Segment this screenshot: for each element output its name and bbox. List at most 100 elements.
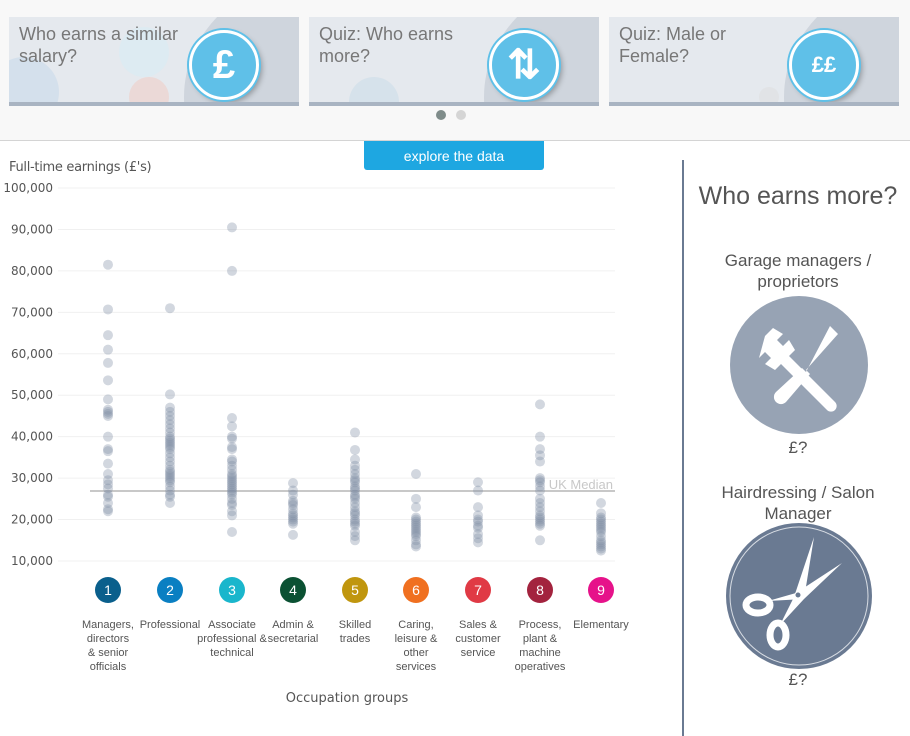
data-point (411, 522, 421, 533)
explore-data-button[interactable]: explore the data (364, 141, 544, 170)
data-point (227, 464, 237, 475)
carousel-card-2[interactable]: Quiz: Who earns more? ⇅ (309, 17, 599, 106)
data-point (596, 516, 606, 527)
data-point (165, 448, 175, 459)
y-axis-label: Full-time earnings (£'s) (9, 160, 152, 175)
two-pounds-coin-icon: ££ (789, 30, 859, 100)
data-point (103, 446, 113, 457)
decorative-bubble (349, 77, 399, 102)
carousel-dot-1[interactable] (436, 110, 446, 120)
data-point (103, 475, 113, 486)
data-point (227, 497, 237, 508)
data-point (473, 514, 483, 525)
data-point (535, 485, 545, 496)
data-point (411, 529, 421, 540)
data-point (227, 475, 237, 486)
carousel-pagination (436, 110, 466, 120)
data-point (165, 464, 175, 475)
data-point (288, 478, 298, 489)
quiz-title: Who earns more? (698, 182, 898, 210)
group-badge (95, 577, 121, 603)
data-point (227, 493, 237, 504)
carousel-card-3[interactable]: Quiz: Male or Female? ££ (609, 17, 899, 106)
data-point (288, 510, 298, 521)
wrench-screwdriver-icon[interactable] (730, 296, 868, 434)
data-point (350, 516, 360, 527)
data-point (411, 531, 421, 542)
data-point (165, 477, 175, 488)
data-point (535, 493, 545, 504)
scissors-icon[interactable] (726, 523, 872, 669)
data-point (535, 456, 545, 467)
data-point (350, 427, 360, 438)
data-point (288, 489, 298, 500)
data-point (165, 489, 175, 500)
y-tick-label: 20,000 (11, 513, 53, 527)
data-point (535, 473, 545, 484)
data-point (227, 510, 237, 521)
data-point (227, 456, 237, 467)
carousel-card-1[interactable]: Who earns a similar salary? £ (9, 17, 299, 106)
data-point (165, 468, 175, 479)
group-number: 7 (474, 582, 482, 598)
data-point (535, 399, 545, 410)
group-number: 2 (166, 582, 174, 598)
group-label: Sales & customer service (455, 619, 501, 659)
data-point (411, 502, 421, 513)
data-point (350, 493, 360, 504)
data-point (165, 415, 175, 426)
carousel-dot-2[interactable] (456, 110, 466, 120)
data-point (535, 481, 545, 492)
group-label: Professional (140, 619, 201, 631)
group-number: 4 (289, 582, 297, 598)
decorative-bubble (119, 27, 169, 77)
data-point (103, 497, 113, 508)
data-point (535, 516, 545, 527)
y-tick-label: 60,000 (11, 347, 53, 361)
data-point (350, 468, 360, 479)
data-point (350, 475, 360, 486)
group-number: 3 (228, 582, 236, 598)
data-point (288, 518, 298, 529)
earnings-scatter-chart: 10,000 20,000 30,000 40,000 50,000 60,000 70,0… (3, 181, 629, 706)
group-number: 9 (597, 582, 605, 598)
group-badge (527, 577, 553, 603)
y-tick-label: 50,000 (11, 388, 53, 402)
y-tick-label: 40,000 (11, 430, 53, 444)
data-point (165, 475, 175, 486)
data-point (535, 514, 545, 525)
data-point (165, 435, 175, 446)
decorative-bubble (129, 77, 169, 102)
data-point (535, 535, 545, 546)
data-point (535, 497, 545, 508)
data-point (227, 421, 237, 432)
data-point (596, 539, 606, 550)
data-point (535, 512, 545, 523)
data-point (227, 222, 237, 233)
data-point (288, 529, 298, 540)
y-tick-label: 70,000 (11, 305, 53, 319)
data-point (103, 404, 113, 415)
group-badge (588, 577, 614, 603)
group-label: Associate professional & technical (197, 619, 267, 659)
data-point (596, 541, 606, 552)
data-point (165, 431, 175, 442)
data-point (227, 454, 237, 465)
data-point (165, 437, 175, 448)
group-number: 5 (351, 582, 359, 598)
data-point (103, 357, 113, 368)
data-point (350, 520, 360, 531)
data-point (288, 495, 298, 506)
group-label: Skilled trades (339, 619, 371, 645)
data-point (165, 460, 175, 471)
group-badge (403, 577, 429, 603)
data-point (165, 485, 175, 496)
data-point (165, 473, 175, 484)
data-point (165, 410, 175, 421)
data-point (411, 512, 421, 523)
data-point (165, 442, 175, 453)
group-number: 6 (412, 582, 420, 598)
option-1-name: Garage managers / proprietors (724, 251, 872, 291)
data-point (103, 410, 113, 421)
data-point (411, 539, 421, 550)
